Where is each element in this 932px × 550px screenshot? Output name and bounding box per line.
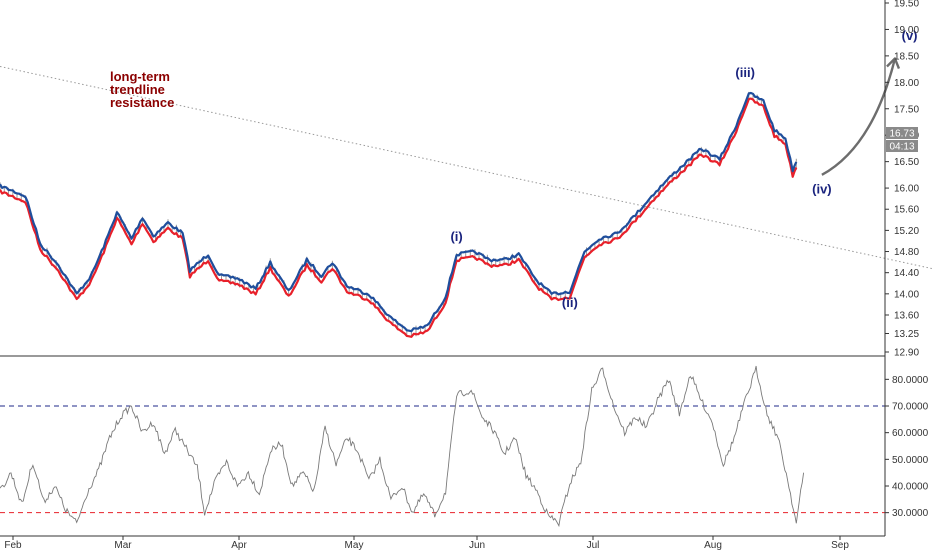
oscillator-line	[0, 365, 805, 528]
oscillator-tick-label: 70.0000	[892, 402, 929, 413]
x-tick-label: Sep	[831, 540, 849, 550]
oscillator-tick-label: 80.0000	[892, 375, 929, 386]
x-tick-label: Mar	[114, 540, 132, 550]
lower-band-line	[0, 97, 798, 338]
price-tag-box	[886, 127, 918, 139]
price-tag-label: 16.73	[889, 129, 914, 140]
price-tag-layer: 16.73 04:13	[886, 127, 918, 153]
projection-arrow	[821, 58, 897, 176]
y-tick-label: 18.00	[894, 78, 919, 89]
x-tick-label: Aug	[704, 540, 722, 550]
y-tick-label: 19.00	[894, 25, 919, 36]
oscillator-tick-label: 40.0000	[892, 482, 929, 493]
y-tick-label: 19.50	[894, 0, 919, 10]
trendline-annotation: long-term	[110, 69, 170, 84]
price-tag-label: 04:13	[889, 142, 914, 153]
projection-arrowhead	[886, 57, 901, 69]
trendline-annotation: resistance	[110, 95, 174, 110]
x-tick-label: May	[345, 540, 364, 550]
wave-label: (ii)	[562, 295, 578, 310]
y-tick-label: 16.50	[894, 157, 919, 168]
wave-label-layer: (i) (ii) (iii) (iv) (v) long-termtrendlineres…	[110, 28, 918, 310]
wave-label: (v)	[902, 28, 918, 43]
y-tick-label: 14.00	[894, 289, 919, 300]
y-tick-label: 12.90	[894, 348, 919, 359]
price-layer	[0, 91, 798, 338]
y-tick-label: 13.60	[894, 310, 919, 321]
x-tick-label: Feb	[4, 540, 22, 550]
price-tag-box	[886, 140, 918, 152]
wave-label: (iii)	[735, 65, 755, 80]
trendline-annotation: trendline	[110, 82, 165, 97]
x-tick-label: Apr	[231, 540, 247, 550]
y-tick-label: 15.60	[894, 205, 919, 216]
oscillator-layer	[0, 355, 885, 528]
oscillator-tick-label: 50.0000	[892, 455, 929, 466]
y-tick-label: 14.80	[894, 247, 919, 258]
y-tick-label: 16.00	[894, 184, 919, 195]
trendline-layer	[0, 65, 932, 270]
y-tick-label: 15.20	[894, 226, 919, 237]
oscillator-tick-label: 30.0000	[892, 508, 929, 519]
x-tick-label: Jun	[469, 540, 485, 550]
x-tick-label: Jul	[587, 540, 600, 550]
y-tick-label: 13.25	[894, 329, 919, 340]
upper-band-line	[0, 91, 798, 333]
long-term-trendline	[0, 65, 932, 270]
y-tick-label: 14.40	[894, 268, 919, 279]
wave-label: (i)	[450, 229, 462, 244]
oscillator-tick-label: 60.0000	[892, 428, 929, 439]
wave-label: (iv)	[812, 181, 832, 196]
y-tick-label: 17.50	[894, 104, 919, 115]
y-tick-label: 18.50	[894, 51, 919, 62]
